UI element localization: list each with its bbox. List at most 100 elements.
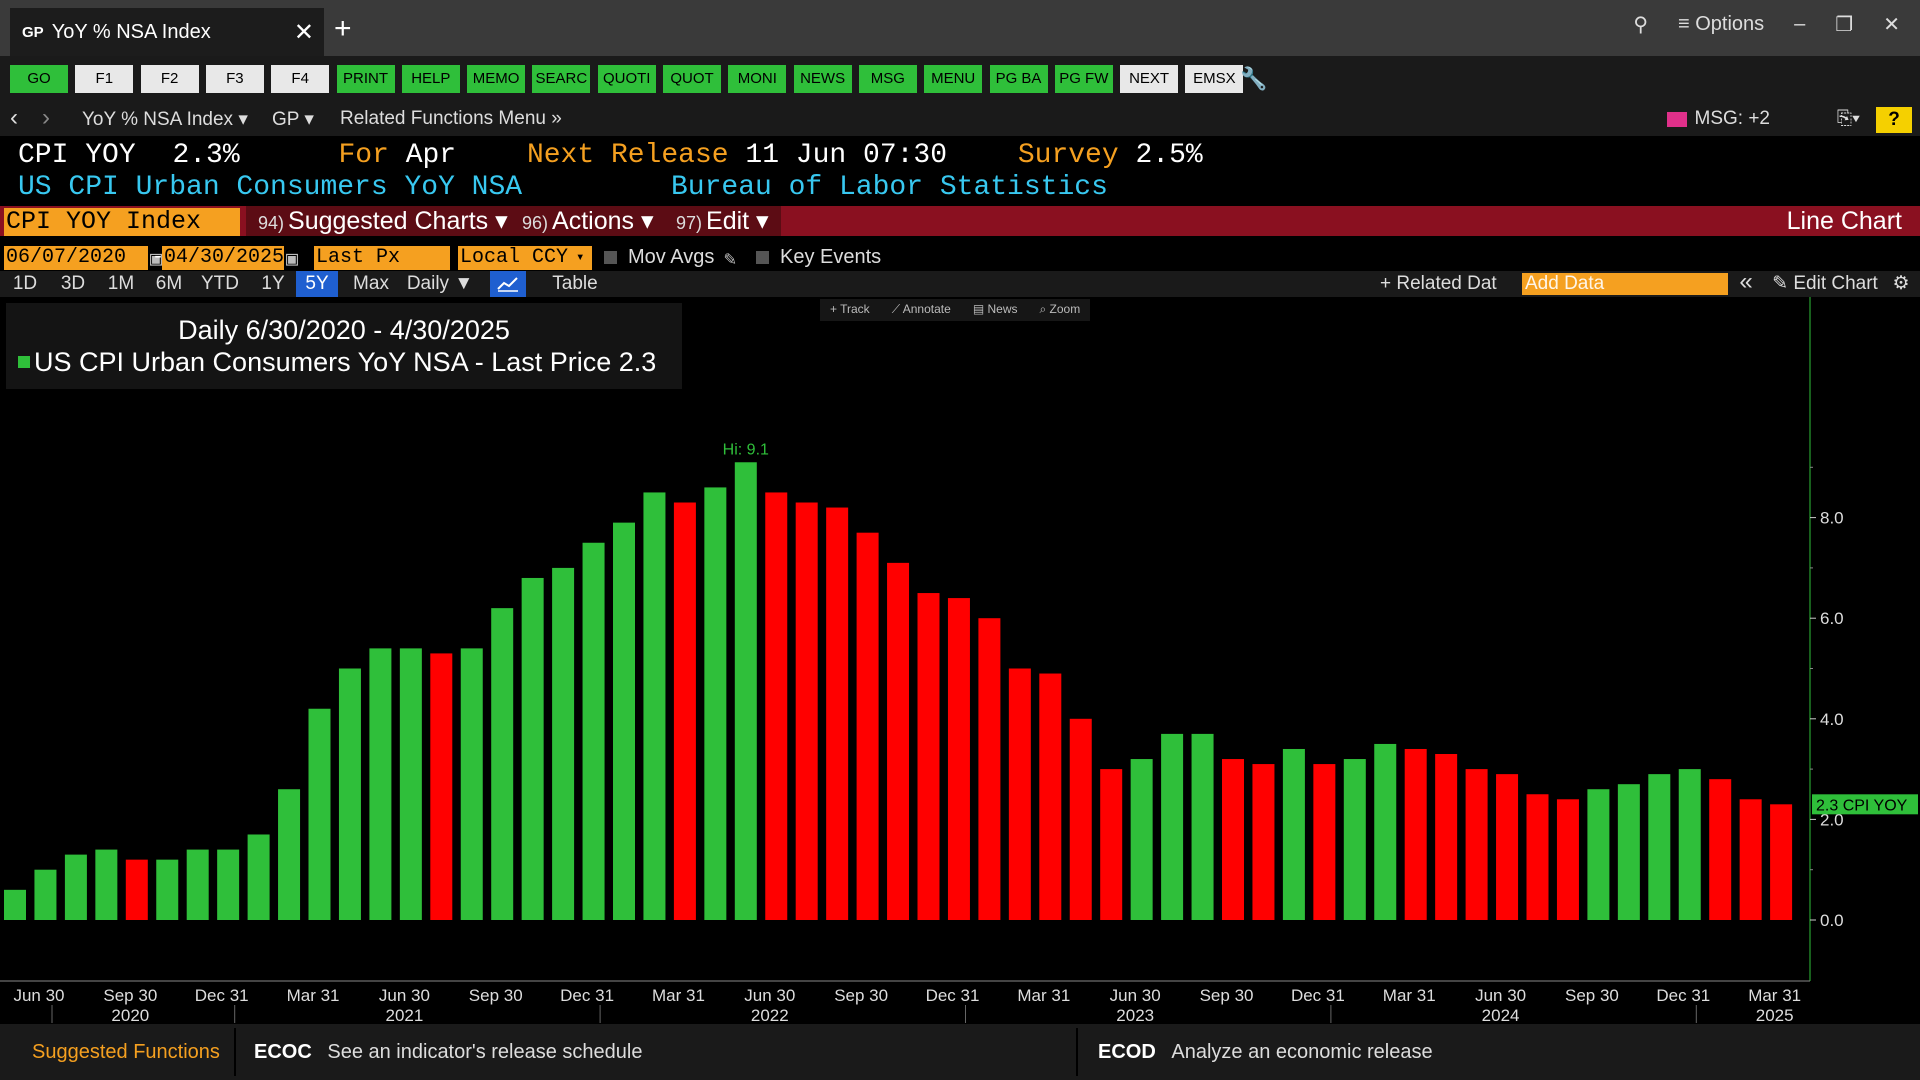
fkey-go-button[interactable]: GO [10,65,68,93]
add-data-input[interactable] [1522,273,1728,295]
edit-menu[interactable]: 97) Edit ▾ [664,206,781,236]
news-tool[interactable]: ▤ News [972,302,1018,316]
wrench-icon[interactable]: 🔧 [1240,66,1268,91]
security-dropdown[interactable]: YoY % NSA Index ▾ [82,109,248,130]
forward-icon[interactable]: › [42,104,50,131]
active-tab[interactable]: GP YoY % NSA Index ✕ [10,8,324,56]
fkey-quoti-button[interactable]: QUOTI [597,65,656,93]
ticker-name: CPI YOY [18,140,136,171]
tab-prefix: GP [22,23,44,41]
new-tab-icon[interactable]: + [334,12,352,45]
chart-bar [338,668,361,920]
chart-style-icon[interactable] [490,271,526,297]
edit-chart-button[interactable]: ✎ Edit Chart [1772,273,1878,294]
collapse-icon[interactable]: « [1739,268,1753,295]
fkey-memo-button[interactable]: MEMO [467,65,526,93]
track-tool[interactable]: + Track [830,302,870,316]
fkey-f1-button[interactable]: F1 [75,65,134,93]
ticker-input[interactable]: CPI YOY Index [4,208,240,236]
close-tab-icon[interactable]: ✕ [293,19,314,46]
range-6m-button[interactable]: 6M [155,273,183,294]
fkey-searc-button[interactable]: SEARC [532,65,591,93]
fkey-menu-button[interactable]: MENU [924,65,983,93]
chart-bar [156,859,179,920]
help-button[interactable]: ? [1876,107,1912,133]
chevron-down-icon[interactable]: ▾ [576,250,585,266]
range-max-button[interactable]: Max [353,273,389,294]
x-year-label: 2025 [1756,1006,1794,1024]
fkey-f2-button[interactable]: F2 [140,65,199,93]
fkey-f4-button[interactable]: F4 [271,65,330,93]
actions-menu[interactable]: 96) Actions ▾ [510,206,666,236]
fkey-pg-fw-button[interactable]: PG FW [1054,65,1113,93]
period-dropdown[interactable]: Daily ▼ [406,273,474,294]
related-data-button[interactable]: + Related Dat [1380,273,1497,294]
fkey-help-button[interactable]: HELP [401,65,460,93]
options-menu[interactable]: ≡ Options [1678,13,1765,35]
menu-number: 96) [522,213,549,233]
x-tick-label: Sep 30 [469,986,523,1005]
y-tick-label: 2.0 [1820,810,1844,829]
fkey-news-button[interactable]: NEWS [793,65,852,93]
start-calendar-icon[interactable]: ▣ [150,249,163,272]
chart-type-label[interactable]: Line Chart [1786,207,1902,235]
related-functions-menu[interactable]: Related Functions Menu » [340,108,562,129]
chart-bar [217,849,240,920]
ecod-function-link[interactable]: ECOD Analyze an economic release [1098,1024,1433,1080]
end-calendar-icon[interactable]: ▣ [286,249,299,272]
x-tick-label: Dec 31 [560,986,614,1005]
x-tick-label: Mar 31 [1748,986,1801,1005]
fkey-next-button[interactable]: NEXT [1120,65,1179,93]
suggested-charts-menu[interactable]: 94) Suggested Charts ▾ [246,206,520,236]
pencil-icon[interactable]: ✎ [724,249,737,272]
range-3d-button[interactable]: 3D [60,273,86,294]
fkey-print-button[interactable]: PRINT [336,65,395,93]
currency-select[interactable]: Local CCY [458,246,592,270]
fkey-f3-button[interactable]: F3 [205,65,264,93]
search-icon[interactable]: ⚲ [1633,14,1649,36]
range-1y-button[interactable]: 1Y [261,273,285,294]
range-ytd-button[interactable]: YTD [201,273,239,294]
function-dropdown[interactable]: GP ▾ [272,109,314,130]
security-description: US CPI Urban Consumers YoY NSA [18,172,523,203]
chart-bar [1404,748,1427,920]
annotate-tool[interactable]: ⟋ Annotate [891,302,951,316]
close-window-icon[interactable]: ✕ [1883,14,1900,36]
mov-avgs-checkbox[interactable] [604,251,617,264]
range-5y-button[interactable]: 5Y [296,271,338,297]
field-select[interactable]: Last Px [314,246,450,270]
key-events-checkbox[interactable] [756,251,769,264]
chart-bar [978,618,1001,920]
start-date-field[interactable]: 06/07/2020 [4,246,148,270]
menu-label: Suggested Charts ▾ [288,207,508,235]
range-1d-button[interactable]: 1D [12,273,38,294]
table-button[interactable]: Table [552,273,598,294]
fkey-emsx-button[interactable]: EMSX [1185,65,1244,93]
x-tick-label: Sep 30 [834,986,888,1005]
suggested-functions-label: Suggested Functions [32,1041,220,1063]
message-indicator[interactable]: MSG: +2 [1666,108,1770,130]
gear-icon[interactable]: ⚙ [1892,273,1910,294]
chart-bar [491,608,514,920]
chart-bar [887,562,910,920]
ecoc-function-link[interactable]: ECOC See an indicator's release schedule [254,1024,643,1080]
fkey-msg-button[interactable]: MSG [858,65,917,93]
screen-options-icon[interactable]: ⎘▾ [1836,108,1860,129]
last-value-text: 2.3 CPI YOY [1816,797,1908,814]
fkey-moni-button[interactable]: MONI [728,65,787,93]
y-tick-label: 0.0 [1820,911,1844,930]
fkey-quot-button[interactable]: QUOT [663,65,721,93]
restore-icon[interactable]: ❐ [1835,14,1854,36]
minimize-icon[interactable]: – [1794,13,1806,35]
chart-bar [1252,764,1275,920]
back-icon[interactable]: ‹ [10,104,18,131]
range-1m-button[interactable]: 1M [107,273,135,294]
function-code: ECOD [1098,1041,1156,1063]
end-date-field[interactable]: 04/30/2025 [162,246,285,270]
menu-label: Actions ▾ [552,207,654,235]
fkey-pg-ba-button[interactable]: PG BA [989,65,1048,93]
x-tick-label: Sep 30 [1565,986,1619,1005]
zoom-tool[interactable]: ⌕ Zoom [1039,302,1081,316]
chart-bar [643,492,666,920]
